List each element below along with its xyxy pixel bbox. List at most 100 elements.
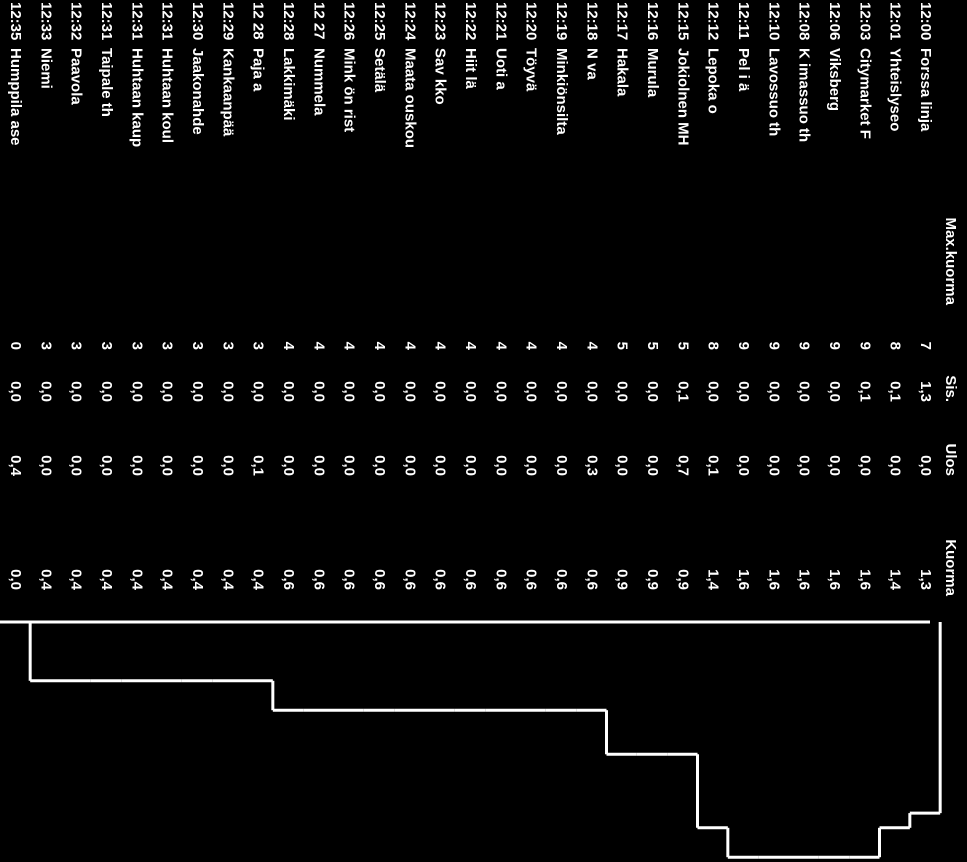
stop-name: Yhteislyseo <box>887 48 904 131</box>
stop-name: Murula <box>644 48 661 98</box>
load: 0,4 <box>159 569 176 591</box>
alighting: 0,0 <box>280 455 297 476</box>
load: 0,6 <box>583 569 600 590</box>
load: 0,6 <box>310 569 327 590</box>
stop-name: Nummela <box>310 48 327 116</box>
time: 12:11 <box>735 2 752 40</box>
load: 0,6 <box>341 569 358 590</box>
load: 0,4 <box>37 569 54 591</box>
boarding: 0,0 <box>250 381 267 402</box>
max-load: 3 <box>159 342 176 350</box>
boarding: 0,0 <box>553 381 570 402</box>
alighting: 0,0 <box>492 455 509 476</box>
alighting: 0,0 <box>68 455 85 476</box>
time: 12:29 <box>219 2 236 40</box>
boarding: 0,0 <box>492 381 509 402</box>
max-load: 5 <box>644 342 661 350</box>
alighting: 0,1 <box>705 455 722 476</box>
boarding: 1,3 <box>917 381 934 402</box>
stop-name: Viksberg <box>826 48 843 111</box>
alighting: 0,0 <box>887 455 904 476</box>
alighting: 0,0 <box>614 455 631 476</box>
max-load: 3 <box>219 342 236 350</box>
max-load: 9 <box>796 342 813 350</box>
stop-name: Paavola <box>68 48 85 105</box>
boarding: 0,0 <box>583 381 600 402</box>
alighting: 0,0 <box>735 455 752 476</box>
alighting: 0,0 <box>401 455 418 476</box>
boarding: 0,0 <box>128 381 145 402</box>
boarding: 0,0 <box>159 381 176 402</box>
load: 0,6 <box>523 569 540 590</box>
time: 12:00 <box>917 2 934 40</box>
stop-name: Huhtaan koul <box>159 48 176 143</box>
boarding: 0,0 <box>644 381 661 402</box>
load: 0,4 <box>219 569 236 591</box>
stop-name: Lakkimäki <box>280 48 297 121</box>
max-load: 7 <box>917 342 934 350</box>
max-load: 4 <box>583 342 600 351</box>
time: 12:16 <box>644 2 661 40</box>
stop-name: Kankaanpää <box>219 48 236 137</box>
time: 12:35 <box>7 2 24 40</box>
max-load: 3 <box>68 342 85 350</box>
time: 12:06 <box>826 2 843 40</box>
boarding: 0,0 <box>523 381 540 402</box>
load: 0,4 <box>128 569 145 591</box>
stop-name: Lavossuo th <box>765 48 782 136</box>
boarding: 0,0 <box>37 381 54 402</box>
time: 12:15 <box>674 2 691 40</box>
max-load: 4 <box>523 342 540 351</box>
max-load: 8 <box>705 342 722 350</box>
max-load: 8 <box>887 342 904 350</box>
max-load: 5 <box>614 342 631 350</box>
time: 12:30 <box>189 2 206 40</box>
boarding: 0,0 <box>68 381 85 402</box>
time: 12:32 <box>68 2 85 40</box>
stop-name: Setälä <box>371 48 388 93</box>
alighting: 0,1 <box>250 455 267 476</box>
max-load: 0 <box>7 342 24 350</box>
max-load: 4 <box>462 342 479 351</box>
boarding: 0,0 <box>614 381 631 402</box>
load: 0,6 <box>432 569 449 590</box>
boarding: 0,1 <box>856 381 873 402</box>
max-load: 4 <box>341 342 358 351</box>
load: 0,0 <box>7 569 24 590</box>
boarding: 0,0 <box>341 381 358 402</box>
boarding: 0,0 <box>826 381 843 402</box>
load: 0,6 <box>492 569 509 590</box>
load: 0,4 <box>68 569 85 591</box>
load: 0,9 <box>644 569 661 590</box>
alighting: 0,0 <box>341 455 358 476</box>
alighting: 0,0 <box>159 455 176 476</box>
boarding: 0,0 <box>7 381 24 402</box>
time: 12:31 <box>98 2 115 40</box>
time: 12:18 <box>583 2 600 40</box>
header-sis: Sis. <box>942 375 959 402</box>
load: 1,6 <box>796 569 813 590</box>
load: 0,6 <box>280 569 297 590</box>
time: 12:31 <box>128 2 145 40</box>
max-load: 4 <box>432 342 449 351</box>
alighting: 0,0 <box>310 455 327 476</box>
header-max: Max.kuorma <box>942 217 959 305</box>
max-load: 3 <box>98 342 115 350</box>
header-kuorma: Kuorma <box>942 539 959 596</box>
boarding: 0,0 <box>189 381 206 402</box>
boarding: 0,0 <box>371 381 388 402</box>
load: 0,6 <box>401 569 418 590</box>
time: 12:17 <box>614 2 631 40</box>
alighting: 0,0 <box>553 455 570 476</box>
stop-name: Hakala <box>614 48 631 97</box>
stop-name: Citymarket F <box>856 48 873 139</box>
alighting: 0,0 <box>128 455 145 476</box>
time: 12:03 <box>856 2 873 40</box>
boarding: 0,0 <box>310 381 327 402</box>
load: 0,4 <box>98 569 115 591</box>
load: 1,4 <box>705 569 722 591</box>
max-load: 3 <box>189 342 206 350</box>
alighting: 0,0 <box>432 455 449 476</box>
